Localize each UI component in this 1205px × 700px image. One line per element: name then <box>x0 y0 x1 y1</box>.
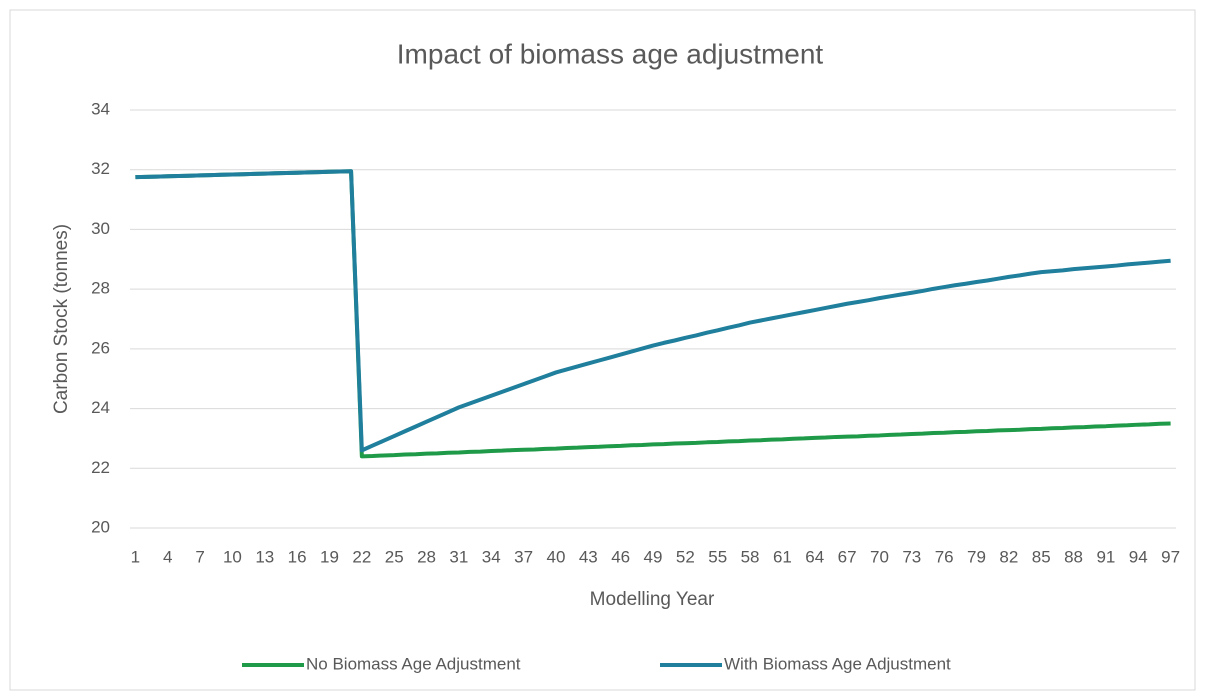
x-axis-label: Modelling Year <box>590 589 715 610</box>
x-tick-label: 64 <box>805 547 824 566</box>
legend-label: With Biomass Age Adjustment <box>724 654 951 673</box>
x-tick-label: 31 <box>449 547 468 566</box>
x-tick-label: 94 <box>1129 547 1148 566</box>
x-tick-label: 88 <box>1064 547 1083 566</box>
x-tick-label: 85 <box>1032 547 1051 566</box>
y-tick-label: 26 <box>91 338 110 357</box>
x-tick-label: 67 <box>838 547 857 566</box>
x-tick-label: 76 <box>935 547 954 566</box>
x-tick-label: 43 <box>579 547 598 566</box>
x-tick-label: 34 <box>482 547 501 566</box>
y-tick-label: 22 <box>91 458 110 477</box>
data-line <box>135 169 1171 453</box>
chart-title: Impact of biomass age adjustment <box>397 38 824 69</box>
x-tick-label: 25 <box>385 547 404 566</box>
x-tick-label: 58 <box>741 547 760 566</box>
y-tick-label: 34 <box>91 99 110 118</box>
x-tick-label: 40 <box>546 547 565 566</box>
x-tick-label: 1 <box>131 547 140 566</box>
x-tick-label: 55 <box>708 547 727 566</box>
y-tick-label: 20 <box>91 517 110 536</box>
x-tick-label: 97 <box>1161 547 1180 566</box>
x-tick-label: 7 <box>195 547 204 566</box>
x-tick-label: 82 <box>999 547 1018 566</box>
x-tick-label: 73 <box>902 547 921 566</box>
x-tick-label: 61 <box>773 547 792 566</box>
chart-frame <box>9 9 1196 691</box>
x-tick-label: 16 <box>288 547 307 566</box>
x-tick-label: 79 <box>967 547 986 566</box>
x-tick-label: 19 <box>320 547 339 566</box>
x-tick-label: 13 <box>255 547 274 566</box>
x-tick-label: 91 <box>1096 547 1115 566</box>
x-tick-label: 46 <box>611 547 630 566</box>
legend-label: No Biomass Age Adjustment <box>306 654 521 673</box>
x-tick-label: 49 <box>644 547 663 566</box>
y-axis-label: Carbon Stock (tonnes) <box>51 224 72 414</box>
x-tick-label: 4 <box>163 547 172 566</box>
x-tick-label: 52 <box>676 547 695 566</box>
x-tick-label: 70 <box>870 547 889 566</box>
y-tick-label: 24 <box>91 398 110 417</box>
y-tick-label: 30 <box>91 219 110 238</box>
x-tick-label: 28 <box>417 547 436 566</box>
x-tick-label: 10 <box>223 547 242 566</box>
x-tick-label: 37 <box>514 547 533 566</box>
x-tick-label: 22 <box>352 547 371 566</box>
y-tick-label: 32 <box>91 159 110 178</box>
y-tick-label: 28 <box>91 279 110 298</box>
